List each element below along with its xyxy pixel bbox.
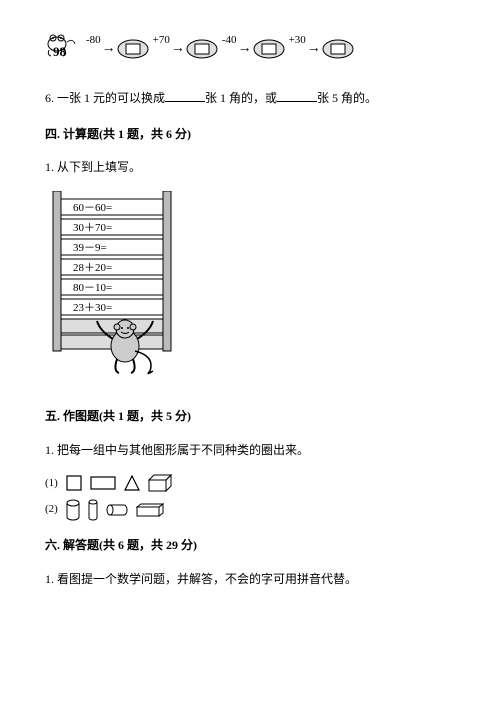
arrow-icon: → <box>171 36 185 61</box>
shapes-row-1: (1) <box>45 474 455 494</box>
ladder-row-1: 30＋70= <box>73 222 112 234</box>
question-6: 6. 一张 1 元的可以换成 张 1 角的，或 张 5 角的。 <box>45 88 455 110</box>
section-6-title: 六. 解答题(共 6 题，共 29 分) <box>45 535 455 557</box>
section-4-title: 四. 计算题(共 1 题，共 6 分) <box>45 124 455 146</box>
chain-box-3 <box>321 38 355 60</box>
q6-mid2: 张 5 角的。 <box>317 91 377 105</box>
arrow-icon: → <box>307 36 321 61</box>
chain-start-frog: 98 <box>45 30 83 68</box>
thin-cylinder-icon <box>88 499 98 521</box>
chain-start-value: 98 <box>53 40 66 63</box>
section-6-q1: 1. 看图提一个数学问题，并解答，不会的字可用拼音代替。 <box>45 569 455 591</box>
chain-box-0 <box>116 38 150 60</box>
chain-box-1 <box>185 38 219 60</box>
q6-mid1: 张 1 角的，或 <box>205 91 277 105</box>
section-4-q1: 1. 从下到上填写。 <box>45 157 455 179</box>
row1-label: (1) <box>45 474 58 494</box>
ladder-figure: 60－60= 30＋70= 39－9= 28＋20= 80－10= 23＋30= <box>45 191 455 389</box>
q6-prefix: 6. 一张 1 元的可以换成 <box>45 91 165 105</box>
square-icon <box>66 475 82 491</box>
chain-box-2 <box>252 38 286 60</box>
number-chain: 98 -80 → +70 → -40 → +30 → <box>45 30 455 68</box>
chain-op-0: -80 <box>86 31 101 51</box>
ladder-row-3: 28＋20= <box>73 262 112 274</box>
flat-cylinder-icon <box>106 504 128 516</box>
ladder-row-4: 80－10= <box>73 282 112 294</box>
flat-cuboid-icon <box>136 503 164 517</box>
blank-input[interactable] <box>277 88 317 102</box>
chain-op-1: +70 <box>153 31 170 51</box>
triangle-icon <box>124 475 140 491</box>
rectangle-icon <box>90 476 116 490</box>
cylinder-icon <box>66 499 80 521</box>
section-5-q1: 1. 把每一组中与其他图形属于不同种类的圈出来。 <box>45 440 455 462</box>
chain-op-2: -40 <box>222 31 237 51</box>
chain-op-3: +30 <box>289 31 306 51</box>
section-5-title: 五. 作图题(共 1 题，共 5 分) <box>45 406 455 428</box>
row2-label: (2) <box>45 500 58 520</box>
arrow-icon: → <box>238 36 252 61</box>
arrow-icon: → <box>102 36 116 61</box>
cuboid-icon <box>148 474 172 492</box>
ladder-row-0: 60－60= <box>73 202 112 214</box>
shapes-row-2: (2) <box>45 499 455 521</box>
ladder-row-5: 23＋30= <box>73 302 112 314</box>
ladder-row-2: 39－9= <box>73 242 107 254</box>
blank-input[interactable] <box>165 88 205 102</box>
